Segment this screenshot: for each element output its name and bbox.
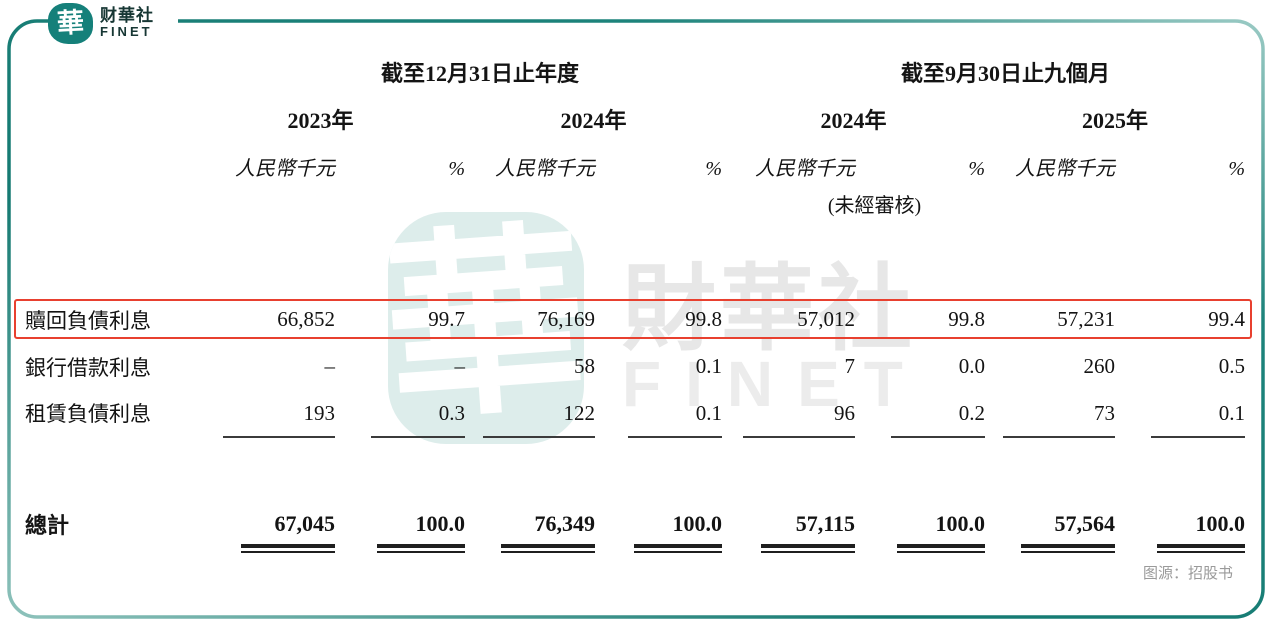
unit-header: 人民幣千元 xyxy=(235,158,335,180)
table-header: 截至12月31日止年度 截至9月30日止九個月 2023年 2024年 2024… xyxy=(16,55,1252,223)
rule-line xyxy=(176,436,335,438)
total-cell: 67,045 xyxy=(274,511,336,536)
cell: – xyxy=(454,354,466,378)
rule-line xyxy=(985,436,1115,438)
logo-name-zh: 财華社 xyxy=(100,5,154,25)
cell: 193 xyxy=(303,400,336,425)
table-row-bank-borrowing-interest: 銀行借款利息 – – 58 0.1 7 0.0 260 0.5 xyxy=(16,343,1252,390)
rule-line xyxy=(722,436,855,438)
spacer xyxy=(16,89,176,137)
logo-text: 财華社 FINET xyxy=(100,5,154,40)
cell: 0.1 xyxy=(695,354,722,378)
row-label: 租賃負債利息 xyxy=(25,402,151,426)
year-2023: 2023年 xyxy=(287,108,354,133)
total-cell: 100.0 xyxy=(1195,511,1246,536)
logo-glyph: 華 xyxy=(56,6,85,39)
cell: 0.0 xyxy=(958,354,985,378)
spacer xyxy=(16,544,176,560)
column-group-nine-months: 截至9月30日止九個月 xyxy=(900,61,1110,86)
cell: 0.1 xyxy=(695,400,722,425)
logo-name-en: FINET xyxy=(100,24,153,40)
source-caption: 图源：招股书 xyxy=(1142,565,1233,582)
cell: – xyxy=(324,354,336,378)
cell: 260 xyxy=(1083,354,1116,378)
unit-header: 人民幣千元 xyxy=(1015,158,1115,180)
year-row: 2023年 2024年 2024年 2025年 xyxy=(16,89,1252,137)
total-label: 總計 xyxy=(25,513,70,538)
unit-header: % xyxy=(705,158,722,180)
spacer xyxy=(16,137,176,183)
total-cell: 100.0 xyxy=(672,511,723,536)
cell: 58 xyxy=(574,354,595,378)
highlight-box xyxy=(14,299,1252,339)
rule-line xyxy=(855,436,985,438)
note-row: (未經審核) xyxy=(16,183,1252,223)
cell: 0.2 xyxy=(958,400,985,425)
spacer-row xyxy=(16,446,1252,504)
subtotal-rule-row xyxy=(16,436,1252,446)
double-rule-line xyxy=(855,544,985,560)
cell: 73 xyxy=(1094,400,1115,425)
double-rule-line xyxy=(465,544,595,560)
unit-header: 人民幣千元 xyxy=(755,158,855,180)
year-2024-9m: 2024年 xyxy=(820,108,887,133)
rule-line xyxy=(1115,436,1245,438)
total-double-rule-row xyxy=(16,544,1252,560)
finet-logo-icon: 華 xyxy=(48,2,93,44)
double-rule-line xyxy=(595,544,722,560)
table-row-lease-liability-interest: 租賃負債利息 193 0.3 122 0.1 96 0.2 73 0.1 xyxy=(16,390,1252,436)
row-label: 銀行借款利息 xyxy=(25,355,151,380)
double-rule-line xyxy=(176,544,335,560)
total-cell: 100.0 xyxy=(935,511,986,536)
rule-line xyxy=(335,436,465,438)
cell: 0.1 xyxy=(1218,400,1245,425)
total-cell: 57,564 xyxy=(1054,511,1116,536)
unit-header: % xyxy=(968,158,985,180)
finet-logo: 華 财華社 FINET xyxy=(48,0,178,46)
rule-line xyxy=(595,436,722,438)
total-cell: 57,115 xyxy=(795,511,855,536)
unit-header: % xyxy=(1228,158,1245,180)
rule-line xyxy=(465,436,595,438)
spacer xyxy=(16,55,176,89)
cell: 0.5 xyxy=(1218,354,1245,378)
double-rule-line xyxy=(722,544,855,560)
cell: 0.3 xyxy=(438,400,465,425)
column-group-annual: 截至12月31日止年度 xyxy=(380,61,579,86)
spacer xyxy=(16,183,176,223)
cell: 7 xyxy=(844,354,856,378)
double-rule-line xyxy=(1115,544,1245,560)
total-cell: 100.0 xyxy=(415,511,466,536)
column-group-row: 截至12月31日止年度 截至9月30日止九個月 xyxy=(16,55,1252,89)
unit-row: 人民幣千元 % 人民幣千元 % 人民幣千元 % 人民幣千元 % xyxy=(16,137,1252,183)
total-cell: 76,349 xyxy=(534,511,596,536)
double-rule-line xyxy=(335,544,465,560)
table-row-total: 總計 67,045 100.0 76,349 100.0 57,115 100.… xyxy=(16,504,1252,544)
cell: 122 xyxy=(563,400,596,425)
cell: 96 xyxy=(834,400,855,425)
unit-header: 人民幣千元 xyxy=(495,158,595,180)
unit-header: % xyxy=(448,158,465,180)
double-rule-line xyxy=(985,544,1115,560)
year-2024: 2024年 xyxy=(560,108,627,133)
unaudited-note: (未經審核) xyxy=(827,194,922,217)
year-2025: 2025年 xyxy=(1081,108,1148,133)
